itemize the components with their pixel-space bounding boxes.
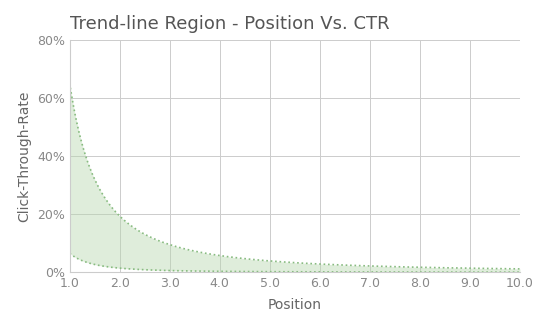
- X-axis label: Position: Position: [268, 298, 322, 312]
- Text: Trend-line Region - Position Vs. CTR: Trend-line Region - Position Vs. CTR: [70, 15, 389, 33]
- Y-axis label: Click-Through-Rate: Click-Through-Rate: [17, 90, 31, 222]
